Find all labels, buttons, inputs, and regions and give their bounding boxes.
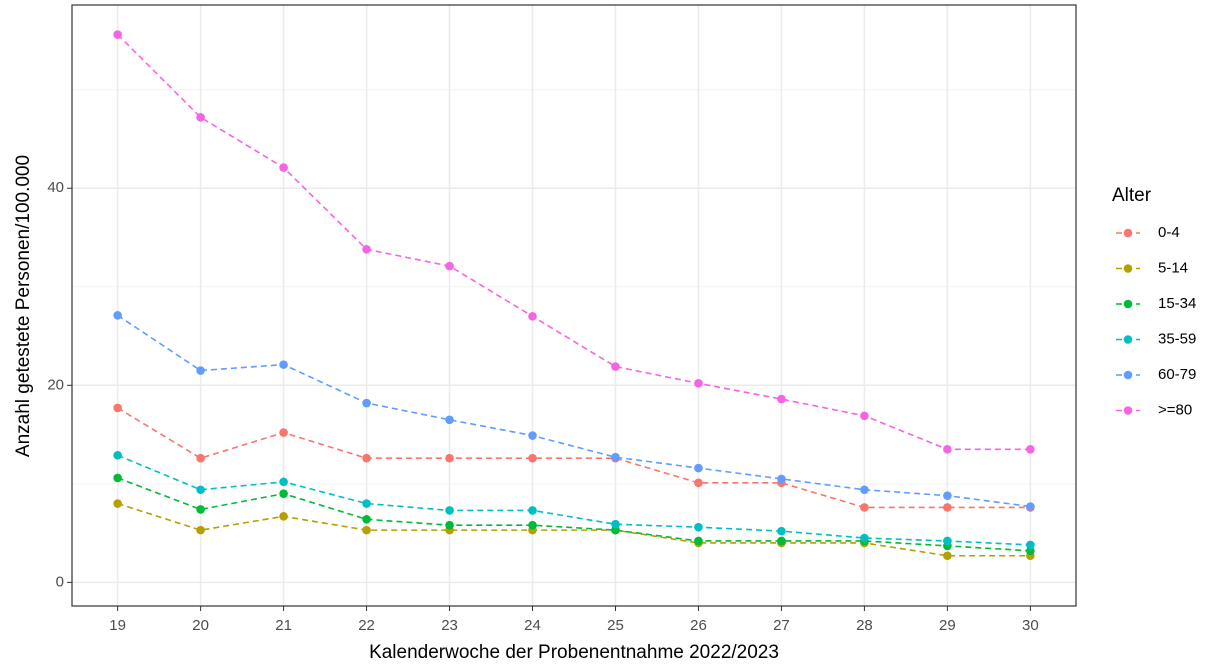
point	[943, 491, 952, 500]
point	[777, 536, 786, 546]
point	[528, 312, 537, 321]
series-line	[117, 407, 1031, 509]
point	[528, 453, 537, 463]
x-tick-label: 28	[856, 617, 873, 634]
point	[528, 431, 537, 440]
point	[113, 450, 122, 460]
legend-label: 5-14	[1158, 259, 1188, 276]
point	[279, 489, 288, 498]
legend-label: 60-79	[1158, 366, 1196, 383]
x-tick-label: 27	[773, 617, 790, 634]
point	[362, 398, 371, 408]
point	[445, 520, 454, 530]
y-tick-label: 40	[47, 179, 64, 196]
y-tick-label: 0	[56, 573, 64, 590]
y-tick-label: 20	[47, 376, 64, 393]
point	[860, 485, 869, 495]
legend-key-point	[1123, 228, 1133, 238]
point	[196, 113, 205, 122]
legend-title: Alter	[1112, 185, 1152, 206]
x-tick-label: 25	[607, 617, 624, 634]
point	[279, 428, 288, 437]
point	[694, 536, 703, 546]
point	[196, 366, 205, 375]
x-tick-label: 20	[192, 617, 209, 634]
point	[445, 261, 454, 271]
legend-key-point	[1123, 406, 1133, 415]
x-tick-label: 24	[524, 617, 541, 634]
point	[943, 503, 952, 512]
point	[362, 525, 371, 535]
point	[611, 452, 620, 462]
point	[611, 519, 620, 529]
point	[113, 473, 122, 483]
series-line	[117, 502, 1031, 557]
point	[1026, 540, 1035, 550]
point	[694, 522, 703, 532]
point	[362, 499, 371, 508]
point	[611, 525, 620, 535]
series-line	[117, 477, 1031, 552]
x-tick-label: 29	[939, 617, 956, 634]
point	[362, 453, 371, 463]
point	[943, 551, 952, 561]
point	[1026, 445, 1035, 454]
point	[362, 514, 371, 524]
point	[1026, 502, 1035, 511]
x-tick-label: 30	[1022, 617, 1039, 634]
legend-label: 15-34	[1158, 295, 1196, 312]
legend-label: 0-4	[1158, 224, 1180, 241]
point	[860, 411, 869, 421]
point	[279, 360, 288, 369]
point	[860, 503, 869, 512]
point	[196, 453, 205, 463]
x-tick-label: 21	[275, 617, 292, 634]
point	[279, 512, 288, 521]
series-line	[117, 33, 1031, 451]
point	[279, 163, 288, 172]
point	[943, 445, 952, 454]
point	[196, 505, 205, 514]
x-axis-title: Kalenderwoche der Probenentnahme 2022/20…	[369, 642, 779, 663]
point	[777, 394, 786, 404]
x-tick-label: 23	[441, 617, 458, 634]
point	[694, 463, 703, 473]
legend-key-point	[1123, 264, 1133, 273]
series-line	[117, 454, 1031, 546]
x-tick-label: 26	[690, 617, 707, 634]
point	[1026, 546, 1035, 556]
point	[528, 506, 537, 515]
point	[279, 477, 288, 487]
point	[113, 499, 122, 508]
point	[777, 526, 786, 536]
point	[611, 362, 620, 371]
plot-border	[71, 4, 1077, 607]
point	[777, 474, 786, 484]
point	[445, 415, 454, 425]
point	[113, 30, 122, 39]
x-tick-label: 22	[358, 617, 375, 634]
point	[196, 525, 205, 535]
point	[113, 311, 122, 320]
point	[362, 245, 371, 254]
legend-label: 35-59	[1158, 330, 1196, 347]
point	[860, 533, 869, 543]
series-line	[117, 314, 1031, 508]
y-axis-title: Anzahl getestete Personen/100.000	[13, 155, 34, 457]
point	[113, 403, 122, 413]
point	[196, 485, 205, 495]
point	[445, 506, 454, 515]
legend-key-point	[1123, 335, 1133, 344]
point	[694, 379, 703, 388]
point	[694, 478, 703, 488]
x-tick-label: 19	[109, 617, 126, 634]
legend-key-point	[1123, 370, 1133, 380]
point	[943, 536, 952, 546]
legend-label: >=80	[1158, 401, 1192, 418]
point	[445, 453, 454, 463]
legend-key-point	[1123, 299, 1133, 309]
point	[528, 520, 537, 530]
